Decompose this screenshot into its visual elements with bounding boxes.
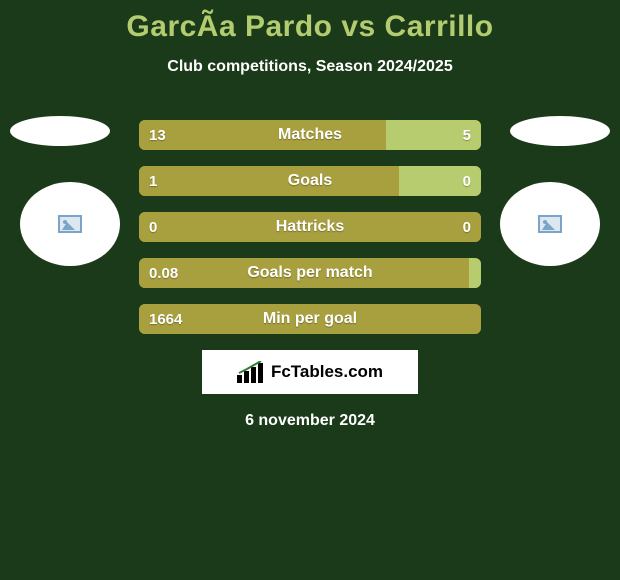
stat-left-value: 0	[149, 212, 157, 242]
player2-badge-placeholder	[510, 116, 610, 146]
stat-row: Goals10	[139, 166, 481, 196]
fctables-logo: FcTables.com	[237, 361, 383, 383]
fctables-watermark: FcTables.com	[202, 350, 418, 394]
stat-row: Min per goal1664	[139, 304, 481, 334]
stat-left-value: 13	[149, 120, 166, 150]
stat-left-value: 1664	[149, 304, 182, 334]
comparison-title: GarcÃ­a Pardo vs Carrillo	[0, 0, 620, 44]
comparison-content: Matches135Goals10Hattricks00Goals per ma…	[0, 120, 620, 430]
stat-left-segment	[139, 258, 469, 288]
fctables-text: FcTables.com	[271, 362, 383, 382]
stat-row: Matches135	[139, 120, 481, 150]
date-text: 6 november 2024	[0, 412, 620, 430]
stat-right-value: 0	[463, 166, 471, 196]
stat-row: Hattricks00	[139, 212, 481, 242]
stat-right-value: 0	[463, 212, 471, 242]
player1-photo-placeholder	[20, 182, 120, 266]
stat-left-value: 1	[149, 166, 157, 196]
player2-photo-placeholder	[500, 182, 600, 266]
stat-row: Goals per match0.08	[139, 258, 481, 288]
stat-right-segment	[469, 258, 481, 288]
comparison-bars: Matches135Goals10Hattricks00Goals per ma…	[139, 120, 481, 334]
stat-right-value: 5	[463, 120, 471, 150]
stat-left-segment	[139, 212, 481, 242]
stat-left-segment	[139, 120, 386, 150]
comparison-subtitle: Club competitions, Season 2024/2025	[0, 58, 620, 76]
stat-left-value: 0.08	[149, 258, 178, 288]
bars-icon	[237, 361, 267, 383]
player1-badge-placeholder	[10, 116, 110, 146]
image-placeholder-icon	[58, 215, 82, 233]
stat-left-segment	[139, 304, 481, 334]
stat-left-segment	[139, 166, 399, 196]
image-placeholder-icon	[538, 215, 562, 233]
